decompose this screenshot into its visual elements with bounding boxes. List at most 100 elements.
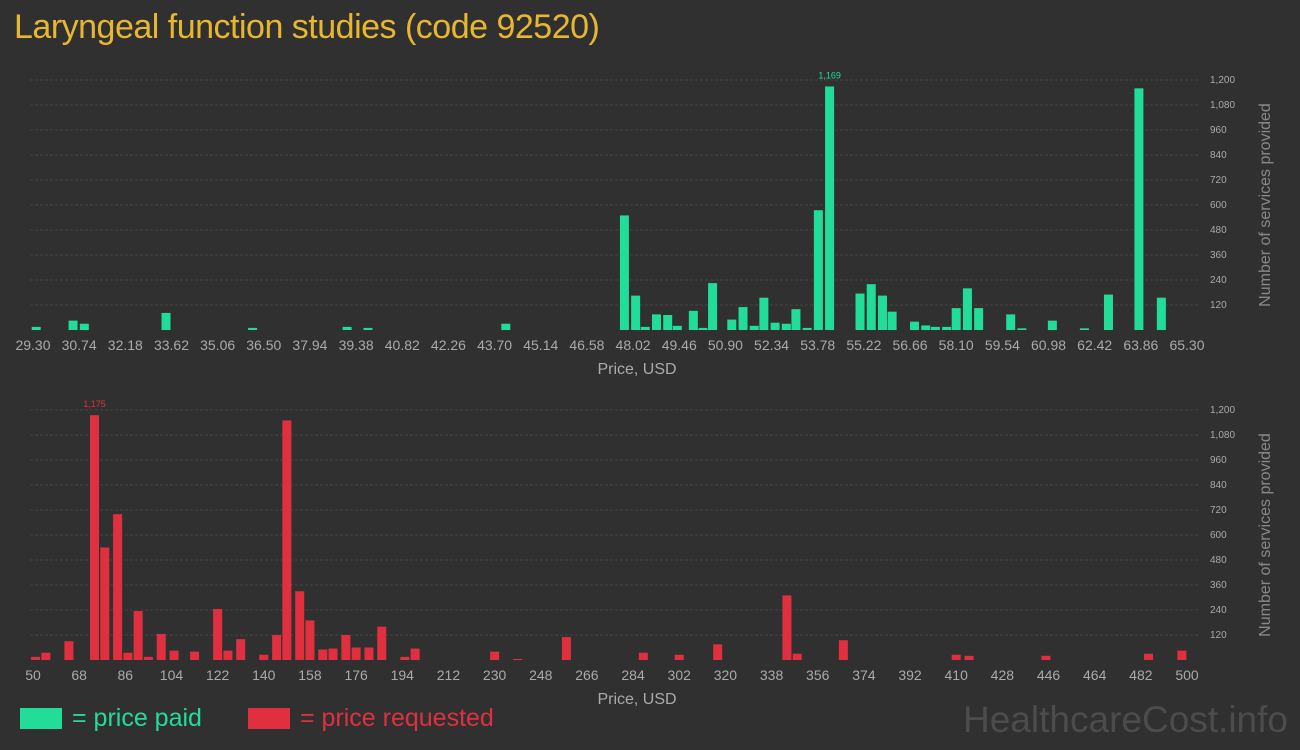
x-tick-label: 176 [344, 667, 368, 683]
price-requested-chart: 120 240 360 480 600 720 840 960 1,080 1,200 1,175 5… [25, 399, 1274, 708]
y-tick-label: 840 [1210, 150, 1227, 161]
y-tick-label: 1,080 [1210, 100, 1235, 111]
bar [672, 325, 682, 330]
bar [113, 514, 123, 660]
y-tick-label: 480 [1210, 225, 1227, 236]
bar [866, 284, 876, 330]
y-axis-label: Number of services provided [1257, 103, 1274, 307]
x-tick-label: 30.74 [62, 337, 97, 353]
legend-swatch-paid [20, 708, 62, 729]
page-title: Laryngeal function studies (code 92520) [14, 8, 600, 46]
bar [364, 647, 374, 660]
bar [64, 641, 74, 660]
bar [663, 315, 673, 330]
bar [156, 633, 166, 660]
y-tick-label: 960 [1210, 125, 1227, 136]
y-tick-label: 720 [1210, 175, 1227, 186]
bar [282, 420, 292, 660]
bar [68, 320, 78, 330]
bar [619, 215, 629, 330]
x-tick-label: 338 [760, 667, 784, 683]
x-tick-label: 212 [437, 667, 461, 683]
x-tick-label: 43.70 [477, 337, 512, 353]
x-axis-label: Price, USD [597, 691, 676, 708]
x-tick-label: 356 [806, 667, 830, 683]
bar [727, 319, 737, 330]
x-axis-label: Price, USD [597, 361, 676, 378]
bar [930, 326, 940, 330]
bar [490, 651, 500, 660]
x-tick-label: 48.02 [616, 337, 651, 353]
bar [770, 322, 780, 330]
bar [513, 658, 523, 660]
bar [363, 327, 373, 330]
bar [161, 312, 171, 330]
x-tick-label: 62.42 [1077, 337, 1112, 353]
legend-swatch-requested [247, 708, 290, 729]
bar [791, 309, 801, 330]
bar [781, 323, 791, 330]
bar [341, 635, 351, 660]
bar [400, 656, 410, 660]
y-tick-label: 960 [1210, 455, 1227, 466]
x-tick-label: 446 [1037, 667, 1061, 683]
bar [377, 626, 387, 660]
x-tick-label: 33.62 [154, 337, 189, 353]
bar [688, 310, 698, 330]
bar [713, 644, 723, 660]
y-tick-label: 360 [1210, 580, 1227, 591]
peak-value-label: 1,169 [818, 70, 841, 80]
bar [1079, 328, 1089, 330]
watermark: HealthcareCost.info [963, 699, 1288, 740]
y-tick-label: 840 [1210, 480, 1227, 491]
x-tick-label: 36.50 [246, 337, 281, 353]
bar [123, 652, 133, 660]
bar [813, 210, 823, 330]
bar [759, 297, 769, 330]
bar [1156, 297, 1166, 330]
y-tick-label: 600 [1210, 530, 1227, 541]
bar [410, 648, 420, 660]
x-tick-label: 230 [483, 667, 507, 683]
x-tick-label: 482 [1129, 667, 1153, 683]
bar [674, 654, 684, 660]
x-tick-label: 194 [391, 667, 415, 683]
bar [133, 611, 143, 660]
y-tick-label: 120 [1210, 630, 1227, 641]
y-tick-label: 600 [1210, 200, 1227, 211]
x-tick-label: 266 [575, 667, 599, 683]
bar [79, 323, 89, 330]
bar [887, 311, 897, 330]
bar [1017, 328, 1027, 330]
bar [910, 321, 920, 330]
bar [259, 654, 269, 660]
x-tick-label: 56.66 [893, 337, 928, 353]
x-tick-label: 374 [852, 667, 876, 683]
price-paid-chart: 120 240 360 480 600 720 840 960 1,080 1,200 1,169 2… [15, 70, 1274, 378]
bar [877, 295, 887, 330]
x-tick-label: 45.14 [523, 337, 558, 353]
bar [342, 326, 352, 330]
legend-item-requested: = price requested [247, 704, 494, 733]
bar [295, 591, 305, 660]
bar [962, 288, 972, 330]
bar [1144, 653, 1154, 660]
bar [802, 327, 812, 330]
y-tick-label: 480 [1210, 555, 1227, 566]
bar [143, 656, 153, 660]
bar [169, 650, 179, 660]
x-tick-label: 46.58 [569, 337, 604, 353]
bar [749, 325, 759, 330]
bar [974, 308, 984, 330]
bar [223, 650, 233, 660]
y-tick-label: 720 [1210, 505, 1227, 516]
bar [1041, 655, 1051, 660]
bar [638, 652, 648, 660]
x-tick-label: 29.30 [15, 337, 50, 353]
bar [1103, 294, 1113, 330]
x-tick-label: 302 [668, 667, 692, 683]
bar [964, 655, 974, 660]
bar [855, 293, 865, 330]
x-tick-label: 50.90 [708, 337, 743, 353]
x-tick-label: 35.06 [200, 337, 235, 353]
